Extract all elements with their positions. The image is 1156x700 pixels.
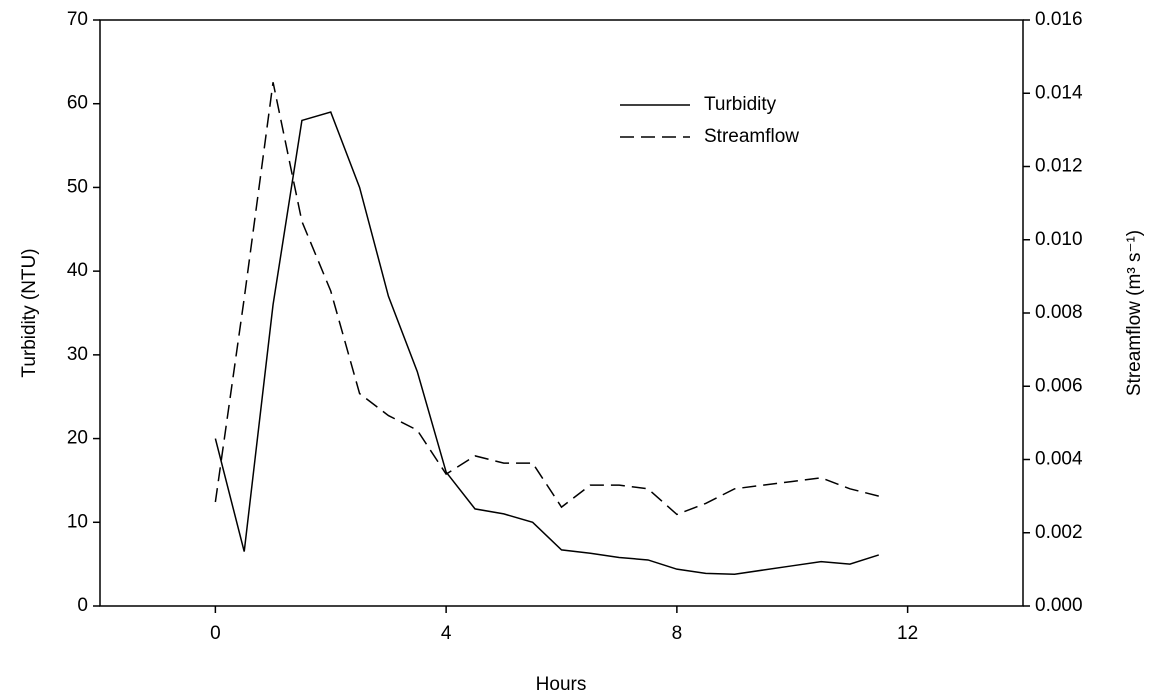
y-axis-label: Turbidity (NTU) [19,248,40,377]
x-tick-label: 8 [672,623,683,644]
y2-tick-label: 0.008 [1035,302,1083,323]
legend-label: Turbidity [704,94,777,115]
y2-tick-label: 0.000 [1035,595,1083,616]
y2-axis-label: Streamflow (m³ s⁻¹) [1124,230,1145,396]
y2-tick-label: 0.010 [1035,229,1083,250]
y-tick-label: 20 [67,428,88,449]
y2-tick-label: 0.006 [1035,375,1083,396]
y2-tick-label: 0.012 [1035,156,1083,177]
y-tick-label: 30 [67,344,88,365]
x-tick-label: 0 [210,623,221,644]
x-tick-label: 12 [897,623,918,644]
x-axis-label: Hours [536,674,587,695]
y-tick-label: 70 [67,9,88,30]
y2-tick-label: 0.004 [1035,449,1083,470]
y2-tick-label: 0.014 [1035,82,1083,103]
y-tick-label: 0 [77,595,88,616]
series-line [214,111,880,575]
y-tick-label: 50 [67,176,88,197]
legend-label: Streamflow [704,126,799,147]
x-tick-label: 4 [441,623,452,644]
y-tick-label: 10 [67,511,88,532]
y-tick-label: 40 [67,260,88,281]
plot-frame [99,19,1024,607]
y-tick-label: 60 [67,93,88,114]
series-line [214,82,879,516]
y2-tick-label: 0.002 [1035,522,1083,543]
y2-tick-label: 0.016 [1035,9,1083,30]
